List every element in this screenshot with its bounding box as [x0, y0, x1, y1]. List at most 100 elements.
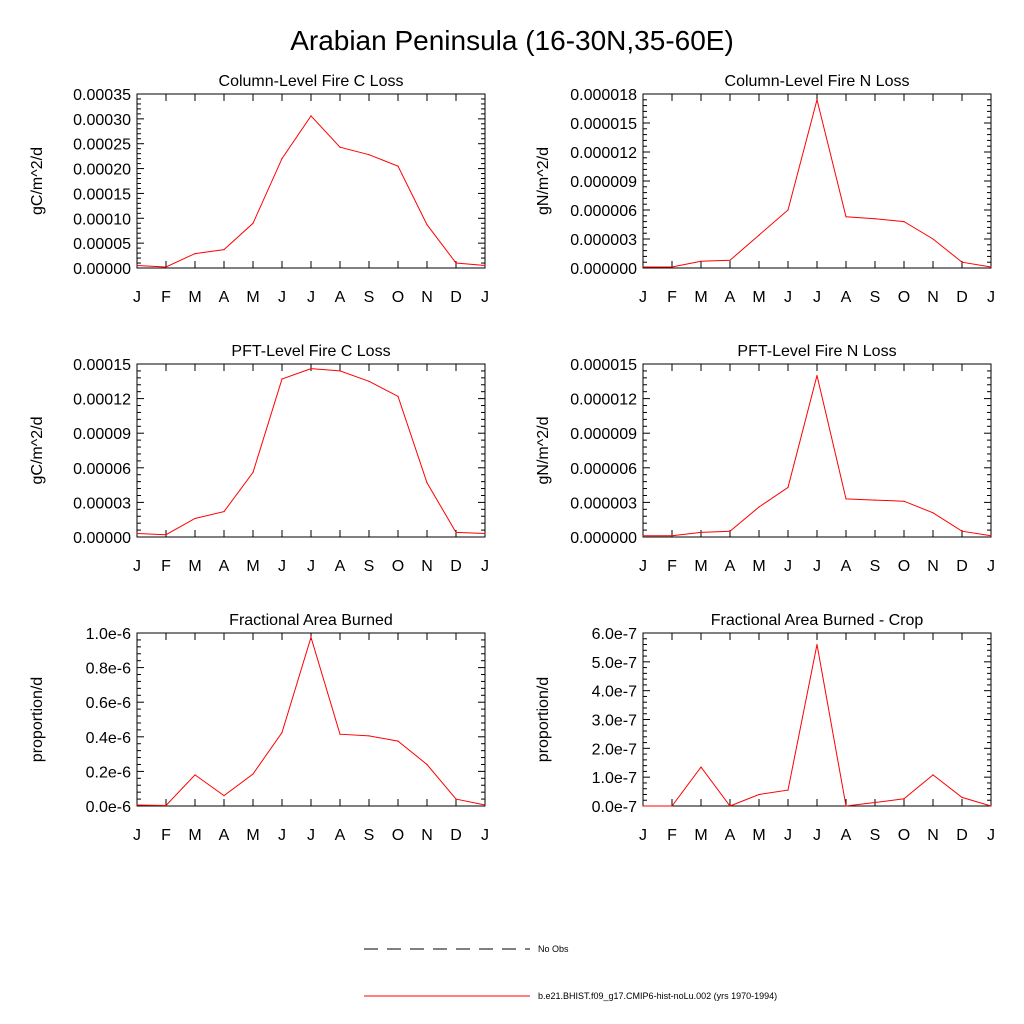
- data-point: [816, 643, 818, 646]
- data-point: [700, 531, 702, 534]
- x-tick-label: J: [133, 827, 141, 844]
- plot-frame: [136, 632, 486, 807]
- x-tick-label: M: [246, 289, 259, 306]
- data-point: [397, 395, 399, 397]
- data-point: [252, 222, 254, 224]
- data-point: [758, 506, 760, 508]
- data-point: [397, 740, 399, 742]
- x-tick-label: M: [246, 827, 259, 844]
- x-tick-label: A: [335, 289, 346, 306]
- x-tick-label: F: [667, 827, 677, 844]
- x-tick-label: M: [188, 289, 201, 306]
- x-tick-label: J: [639, 289, 647, 306]
- data-point: [368, 380, 370, 382]
- series-line: [136, 368, 486, 536]
- x-tick-label: F: [161, 827, 171, 844]
- x-tick-label: M: [694, 827, 707, 844]
- legend-label-2: b.e21.BHIST.f09_g17.CMIP6-hist-noLu.002 …: [538, 991, 777, 1001]
- data-point: [455, 798, 457, 800]
- y-tick-label: 0.00025: [73, 137, 131, 154]
- x-tick-label: J: [813, 289, 821, 306]
- x-tick-label: M: [752, 289, 765, 306]
- x-tick-label: D: [956, 289, 968, 306]
- x-tick-label: J: [639, 558, 647, 575]
- data-point: [990, 535, 992, 537]
- data-point: [281, 158, 283, 160]
- x-tick-label: F: [667, 558, 677, 575]
- x-tick-label: M: [694, 289, 707, 306]
- x-tick-label: J: [307, 827, 315, 844]
- y-tick-label: 0.00003: [73, 495, 131, 512]
- chart-panel-1: Column-Level Fire C Loss 0.00000 0.00005 0.…: [29, 73, 489, 306]
- y-tick-label: 1.0e-7: [592, 770, 637, 787]
- y-tick-label: 0.000015: [570, 357, 637, 374]
- panel-title: Column-Level Fire C Loss: [219, 73, 404, 90]
- series-line: [643, 99, 992, 268]
- x-tick-label: F: [161, 289, 171, 306]
- panel-title: PFT-Level Fire C Loss: [231, 343, 390, 360]
- chart-panel-4: PFT-Level Fire N Loss 0.000000 0.000003 0.0…: [535, 343, 995, 575]
- x-tick-label: N: [927, 289, 939, 306]
- x-tick-label: J: [133, 289, 141, 306]
- y-tick-label: 5.0e-7: [592, 655, 637, 672]
- data-point: [165, 534, 167, 536]
- chart-panel-6: Fractional Area Burned - Crop 0.0e-7 1.0e-…: [535, 612, 995, 844]
- x-tick-label: O: [898, 289, 910, 306]
- y-axis-label: gN/m^2/d: [535, 417, 552, 485]
- data-point: [874, 499, 876, 501]
- data-point: [671, 266, 673, 268]
- x-tick-label: A: [725, 827, 736, 844]
- y-tick-label: 0.0e-6: [86, 799, 131, 816]
- data-point: [729, 259, 731, 261]
- y-axis-label: gN/m^2/d: [535, 147, 552, 215]
- y-tick-label: 0.0e-7: [592, 799, 637, 816]
- data-point: [252, 773, 254, 775]
- x-tick-label: A: [219, 558, 230, 575]
- data-point: [310, 368, 312, 370]
- data-point: [136, 532, 138, 535]
- data-point: [194, 517, 196, 520]
- y-tick-label: 0.2e-6: [86, 764, 131, 781]
- x-tick-label: J: [278, 827, 286, 844]
- x-tick-label: A: [725, 558, 736, 575]
- x-tick-label: M: [188, 827, 201, 844]
- x-tick-label: S: [870, 827, 881, 844]
- x-tick-label: J: [987, 558, 995, 575]
- data-point: [961, 530, 963, 532]
- panel-title: PFT-Level Fire N Loss: [737, 343, 896, 360]
- plot-frame: [642, 632, 992, 807]
- y-tick-label: 2.0e-7: [592, 741, 637, 758]
- data-point: [642, 535, 644, 537]
- x-tick-label: O: [898, 827, 910, 844]
- data-point: [758, 793, 760, 796]
- data-point: [426, 224, 428, 226]
- x-tick-label: D: [956, 827, 968, 844]
- y-tick-label: 0.00030: [73, 112, 131, 129]
- y-tick-label: 0.4e-6: [86, 730, 131, 747]
- y-tick-label: 0.000015: [570, 116, 637, 133]
- y-axis-label: gC/m^2/d: [29, 147, 46, 215]
- data-point: [426, 482, 428, 484]
- x-tick-label: D: [450, 558, 462, 575]
- y-tick-label: 0.000000: [570, 530, 637, 547]
- x-tick-label: O: [392, 827, 404, 844]
- data-point: [281, 731, 283, 734]
- x-tick-label: M: [188, 558, 201, 575]
- data-point: [758, 234, 760, 236]
- x-tick-label: J: [307, 289, 315, 306]
- x-tick-label: S: [364, 827, 375, 844]
- data-point: [990, 266, 992, 268]
- data-point: [874, 801, 876, 804]
- x-tick-label: N: [421, 289, 433, 306]
- x-tick-label: O: [392, 558, 404, 575]
- data-point: [816, 99, 818, 101]
- x-tick-label: D: [450, 289, 462, 306]
- y-tick-label: 0.000006: [570, 461, 637, 478]
- x-tick-label: M: [752, 827, 765, 844]
- y-tick-label: 3.0e-7: [592, 713, 637, 730]
- data-point: [729, 530, 731, 532]
- data-point: [845, 805, 847, 807]
- x-tick-label: J: [639, 827, 647, 844]
- y-tick-label: 0.000009: [570, 426, 637, 443]
